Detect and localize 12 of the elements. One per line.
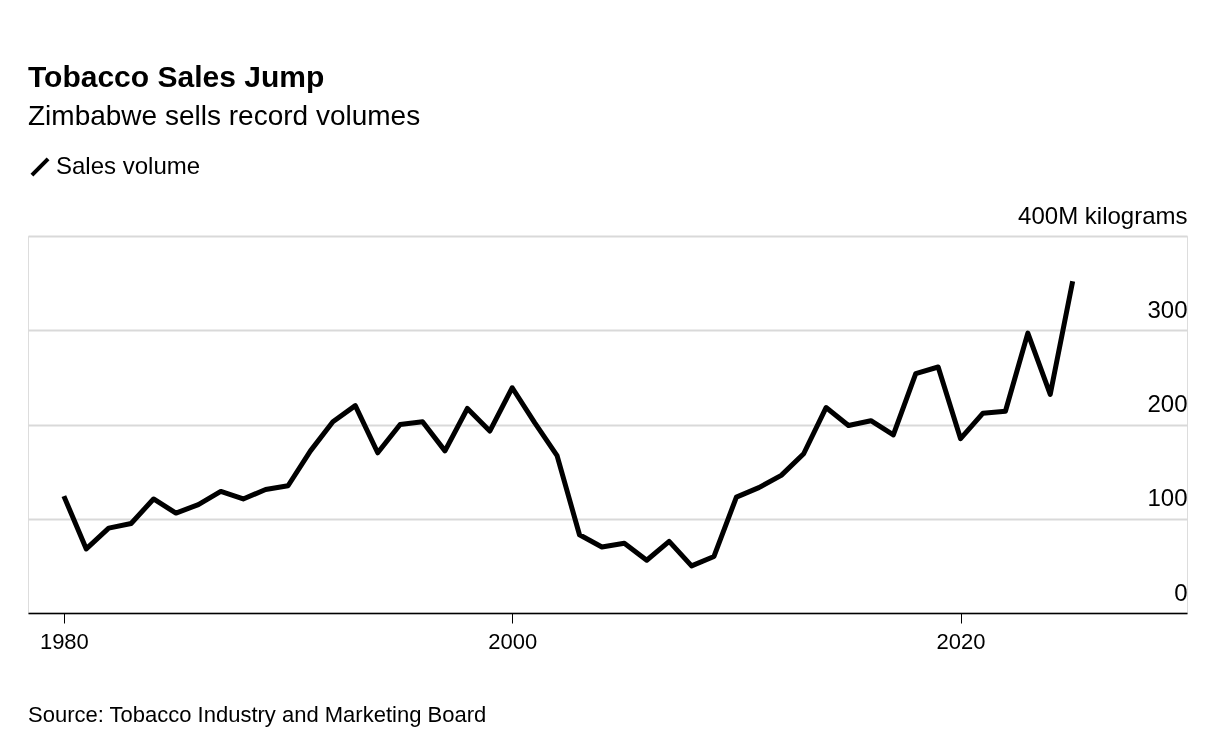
chart-title: Tobacco Sales Jump	[28, 60, 325, 93]
y-tick-label: 100	[1147, 484, 1188, 512]
y-tick-label: 0	[1174, 578, 1188, 606]
source-note: Source: Tobacco Industry and Marketing Board	[28, 702, 487, 727]
y-tick-label: 300	[1147, 295, 1188, 323]
chart-subtitle: Zimbabwe sells record volumes	[28, 100, 421, 131]
y-tick-label: 400M kilograms	[1018, 201, 1188, 229]
x-tick-label: 2020	[936, 628, 986, 654]
legend-label: Sales volume	[56, 152, 201, 179]
y-tick-label: 200	[1147, 390, 1188, 417]
x-tick-label: 1980	[39, 628, 89, 654]
x-tick-label: 2000	[488, 628, 538, 654]
